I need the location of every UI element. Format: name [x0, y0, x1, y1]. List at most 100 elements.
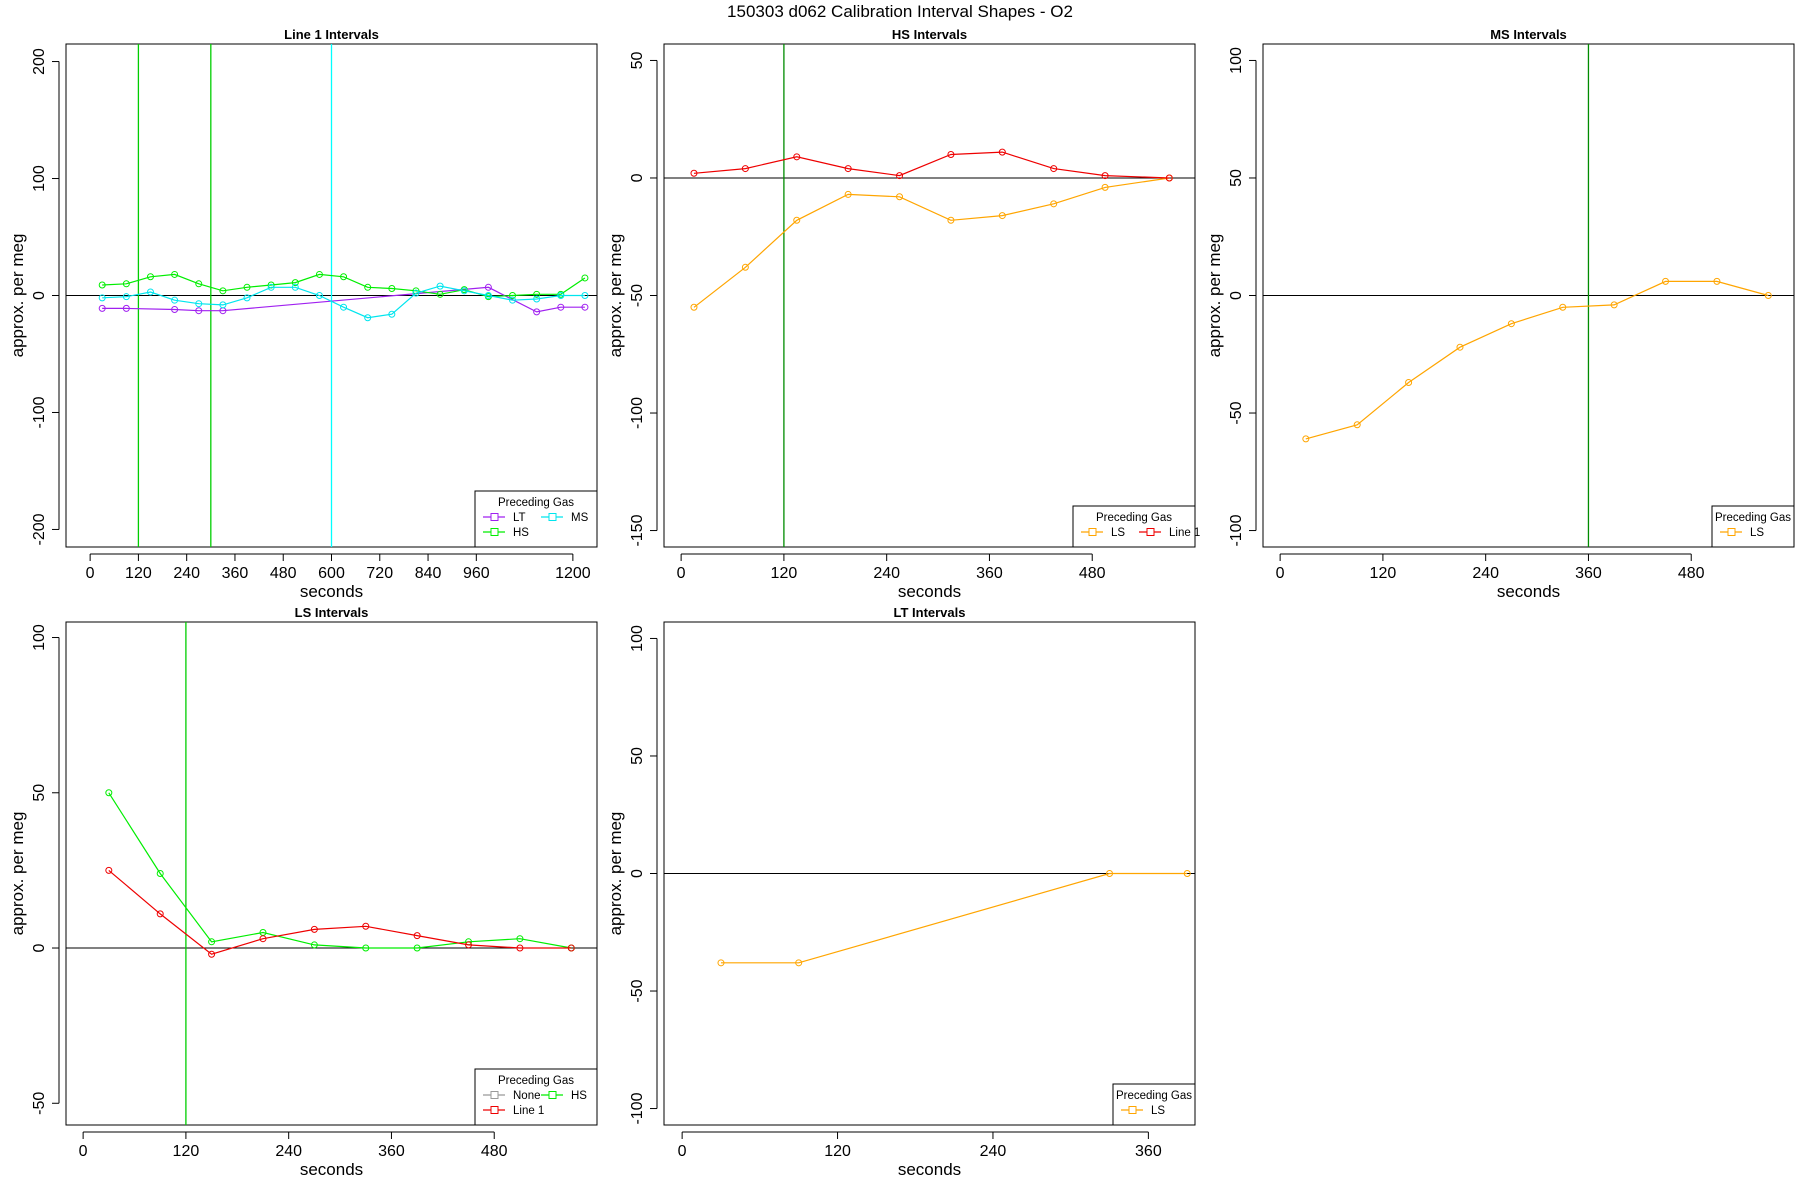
data-point — [516, 935, 524, 943]
legend-marker — [490, 1106, 499, 1114]
legend-marker — [548, 513, 557, 521]
data-point — [1165, 174, 1173, 182]
x-tick-label: 360 — [1575, 565, 1602, 582]
data-point — [195, 300, 203, 308]
data-point — [741, 263, 749, 271]
legend: Preceding Gas LS Line 1 — [1072, 505, 1200, 548]
data-point — [291, 279, 299, 287]
legend-label: HS — [513, 527, 529, 539]
y-tick-label: -100 — [629, 1092, 646, 1124]
figure-title: 150303 d062 Calibration Interval Shapes … — [727, 2, 1073, 21]
data-point — [533, 308, 541, 316]
legend: Preceding Gas LS — [1711, 505, 1795, 548]
data-point — [413, 932, 421, 940]
y-tick-label: 100 — [31, 165, 48, 192]
y-axis-label: approx. per meg — [8, 812, 27, 936]
legend-item: LS — [1081, 527, 1125, 539]
legend-item: Line 1 — [1139, 527, 1200, 539]
y-axis-label: approx. per meg — [606, 234, 625, 358]
data-point — [171, 296, 179, 304]
x-tick-label: 120 — [771, 565, 798, 582]
legend-marker — [548, 1091, 557, 1099]
data-point — [1101, 172, 1109, 180]
series-ls — [717, 870, 1191, 967]
legend-label: LS — [1111, 527, 1125, 539]
x-tick-label: 480 — [270, 565, 297, 582]
data-point — [243, 283, 251, 291]
x-tick-label: 480 — [481, 1143, 508, 1160]
legend-item: None — [483, 1090, 541, 1102]
data-point — [105, 789, 113, 797]
legend-marker — [1088, 528, 1097, 536]
data-point — [896, 193, 904, 201]
data-point — [509, 292, 517, 299]
legend-marker — [490, 513, 499, 521]
y-tick-label: 0 — [629, 173, 646, 182]
y-tick-label: -200 — [31, 513, 48, 545]
data-point — [362, 944, 370, 952]
data-point — [98, 294, 106, 302]
data-point — [581, 292, 589, 299]
y-tick-label: -100 — [31, 396, 48, 428]
x-tick-label: 240 — [1472, 565, 1499, 582]
data-point — [998, 212, 1006, 220]
legend-item: LT — [483, 512, 526, 524]
data-point — [243, 294, 251, 302]
legend-item: Line 1 — [483, 1105, 544, 1117]
chart-title: HS Intervals — [892, 27, 967, 42]
x-tick-label: 240 — [275, 1143, 302, 1160]
chart-title: Line 1 Intervals — [284, 27, 379, 42]
data-point — [1610, 301, 1618, 309]
data-point — [1559, 303, 1567, 311]
y-axis-label: approx. per meg — [606, 812, 625, 936]
data-point — [896, 172, 904, 180]
legend-marker — [490, 528, 499, 536]
data-point — [340, 303, 348, 311]
data-point — [581, 303, 589, 311]
data-point — [1662, 277, 1670, 285]
series-line-1 — [690, 148, 1173, 182]
data-point — [795, 959, 803, 967]
data-point — [947, 216, 955, 224]
data-point — [557, 303, 565, 311]
data-point — [98, 281, 106, 289]
data-point — [146, 273, 154, 281]
legend-label: MS — [571, 512, 589, 524]
data-point — [413, 944, 421, 952]
legend-item: MS — [541, 512, 589, 524]
data-point — [310, 941, 318, 949]
x-tick-label: 360 — [222, 565, 249, 582]
data-point — [362, 922, 370, 930]
x-tick-label: 960 — [463, 565, 490, 582]
x-tick-label: 120 — [173, 1143, 200, 1160]
data-point — [1456, 343, 1464, 351]
legend-marker — [1128, 1106, 1137, 1114]
legend-title: Preceding Gas — [1715, 512, 1791, 524]
legend-label: HS — [571, 1090, 587, 1102]
data-point — [1764, 292, 1772, 299]
data-point — [533, 290, 541, 298]
y-tick-label: -100 — [629, 397, 646, 429]
x-tick-label: 120 — [824, 1143, 851, 1160]
y-tick-label: -150 — [629, 514, 646, 546]
x-axis-label: seconds — [898, 1160, 961, 1179]
y-axis-label: approx. per meg — [1205, 234, 1224, 358]
data-point — [690, 303, 698, 311]
data-point — [1353, 421, 1361, 429]
legend-box — [1072, 505, 1196, 548]
y-tick-label: 100 — [31, 624, 48, 651]
x-tick-label: 720 — [366, 565, 393, 582]
data-point — [208, 950, 216, 958]
x-tick-label: 360 — [378, 1143, 405, 1160]
data-point — [208, 938, 216, 946]
legend-marker — [1146, 528, 1155, 536]
legend-label: LT — [513, 512, 526, 524]
legend-title: Preceding Gas — [1096, 512, 1172, 524]
x-tick-label: 240 — [873, 565, 900, 582]
data-point — [484, 292, 492, 299]
data-point — [1050, 200, 1058, 208]
series-hs — [105, 789, 575, 952]
y-tick-label: 100 — [629, 625, 646, 652]
legend-box — [1112, 1083, 1196, 1126]
